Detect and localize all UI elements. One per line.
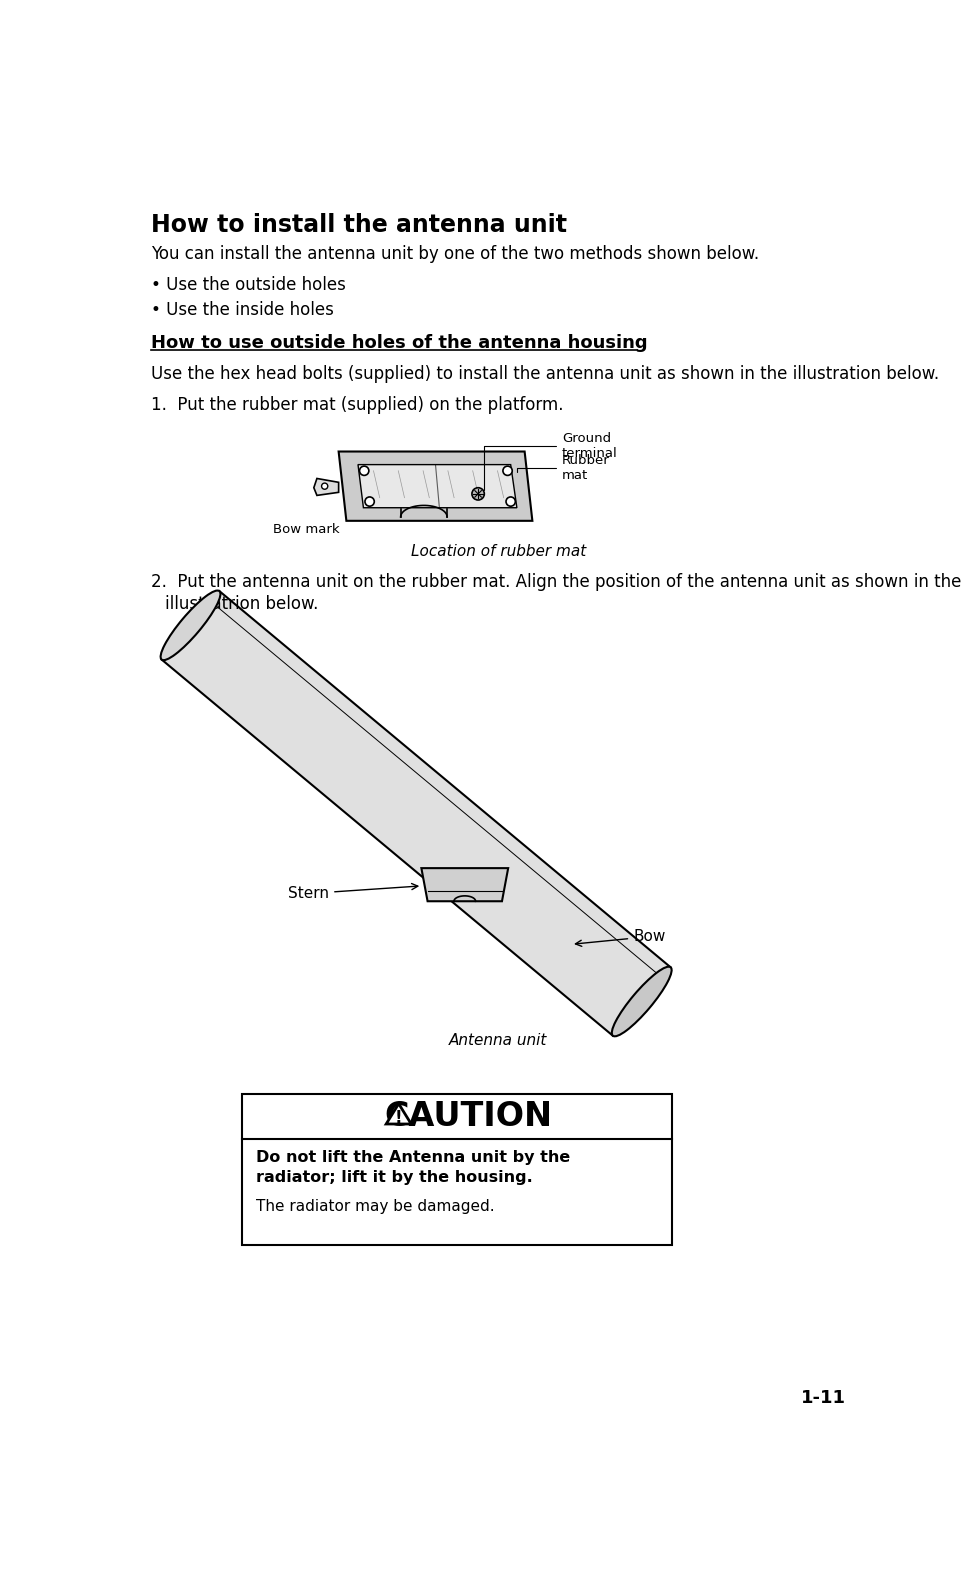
Text: Use the hex head bolts (supplied) to install the antenna unit as shown in the il: Use the hex head bolts (supplied) to ins…	[151, 365, 939, 383]
Text: Do not lift the Antenna unit by the
radiator; lift it by the housing.: Do not lift the Antenna unit by the radi…	[256, 1149, 570, 1184]
Text: Bow: Bow	[575, 930, 666, 947]
Text: illustratrion below.: illustratrion below.	[165, 594, 318, 613]
Text: • Use the outside holes: • Use the outside holes	[151, 277, 346, 294]
Text: You can install the antenna unit by one of the two methods shown below.: You can install the antenna unit by one …	[151, 245, 759, 262]
Ellipse shape	[161, 591, 221, 661]
Text: Rubber
mat: Rubber mat	[517, 454, 609, 482]
Text: How to install the antenna unit: How to install the antenna unit	[151, 213, 567, 237]
Circle shape	[360, 466, 369, 476]
Circle shape	[506, 496, 516, 506]
Polygon shape	[421, 868, 508, 901]
Text: How to use outside holes of the antenna housing: How to use outside holes of the antenna …	[151, 335, 648, 353]
Circle shape	[321, 484, 328, 489]
Polygon shape	[162, 591, 670, 1036]
Text: !: !	[395, 1110, 403, 1127]
Text: Bow mark: Bow mark	[272, 523, 340, 536]
Circle shape	[503, 466, 512, 476]
Text: Ground
terminal: Ground terminal	[485, 432, 618, 490]
Text: Antenna unit: Antenna unit	[450, 1032, 548, 1048]
Circle shape	[472, 487, 485, 500]
Polygon shape	[358, 465, 517, 508]
Text: The radiator may be damaged.: The radiator may be damaged.	[256, 1200, 494, 1214]
Text: 2.  Put the antenna unit on the rubber mat. Align the position of the antenna un: 2. Put the antenna unit on the rubber ma…	[151, 574, 961, 591]
Text: 1.  Put the rubber mat (supplied) on the platform.: 1. Put the rubber mat (supplied) on the …	[151, 397, 563, 414]
Ellipse shape	[612, 966, 671, 1036]
Circle shape	[365, 496, 375, 506]
Text: 1-11: 1-11	[801, 1390, 847, 1407]
Polygon shape	[386, 1104, 412, 1124]
Text: Stern: Stern	[288, 884, 417, 901]
Polygon shape	[339, 452, 532, 520]
Text: Location of rubber mat: Location of rubber mat	[411, 544, 586, 560]
Text: • Use the inside holes: • Use the inside holes	[151, 302, 334, 319]
Polygon shape	[314, 479, 339, 495]
Text: CAUTION: CAUTION	[384, 1100, 553, 1134]
Bar	[241, 1094, 672, 1244]
